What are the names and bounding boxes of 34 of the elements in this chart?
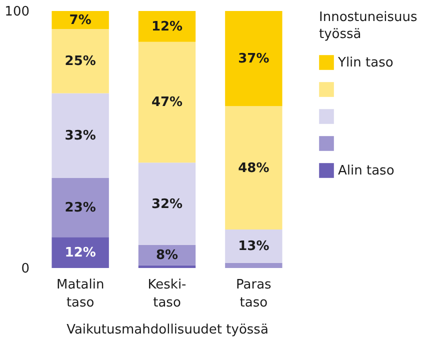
bar bbox=[225, 262, 282, 268]
legend-title: Innostuneisuus työssä bbox=[319, 10, 418, 42]
data-label: 32% bbox=[151, 196, 183, 212]
data-label: 13% bbox=[238, 239, 270, 254]
bar bbox=[138, 162, 196, 245]
bar bbox=[52, 93, 109, 178]
bar bbox=[138, 42, 196, 163]
bar bbox=[225, 229, 282, 263]
data-label: 12% bbox=[64, 246, 96, 261]
x-tick-label: Paras taso bbox=[236, 278, 272, 310]
bar bbox=[138, 11, 196, 42]
bar bbox=[52, 178, 109, 238]
data-label: 48% bbox=[238, 160, 270, 176]
y-tick-label: 100 bbox=[4, 4, 30, 20]
data-label: 8% bbox=[156, 248, 178, 264]
bar bbox=[52, 11, 109, 29]
bar bbox=[52, 28, 109, 94]
legend-label: Alin taso bbox=[338, 164, 394, 178]
data-label: 12% bbox=[151, 19, 183, 34]
data-label: 7% bbox=[69, 12, 92, 28]
data-label: 47% bbox=[151, 95, 183, 110]
data-label: 37% bbox=[238, 52, 270, 67]
x-tick-label: Matalin taso bbox=[56, 278, 104, 310]
bar bbox=[225, 106, 282, 230]
bar bbox=[52, 237, 109, 268]
bar bbox=[138, 265, 196, 268]
data-label: 23% bbox=[64, 200, 96, 216]
x-tick-label: Keski-taso bbox=[148, 278, 187, 310]
legend-label: Ylin taso bbox=[337, 56, 394, 70]
data-label: 25% bbox=[64, 54, 96, 70]
y-tick-label: 0 bbox=[21, 262, 30, 276]
bar bbox=[225, 11, 282, 106]
x-axis-title: Vaikutusmahdollisuudet työssä bbox=[66, 322, 268, 337]
data-label: 33% bbox=[64, 128, 96, 144]
